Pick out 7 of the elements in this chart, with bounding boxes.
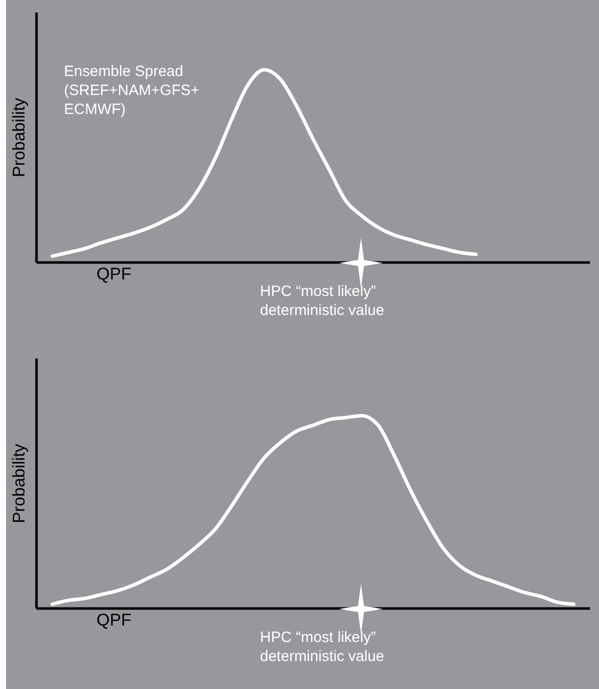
text: HPC “most likely” deterministic value — [260, 629, 384, 665]
x-axis-title: QPF — [96, 610, 132, 630]
x-axis-title: QPF — [96, 264, 132, 284]
text: HPC “most likely” deterministic value — [260, 283, 384, 319]
y-axis-title: Probability — [10, 97, 28, 178]
annotation: Ensemble Spread (SREF+NAM+GFS+ ECMWF) — [64, 63, 200, 118]
y-axis-title: Probability — [10, 443, 28, 524]
